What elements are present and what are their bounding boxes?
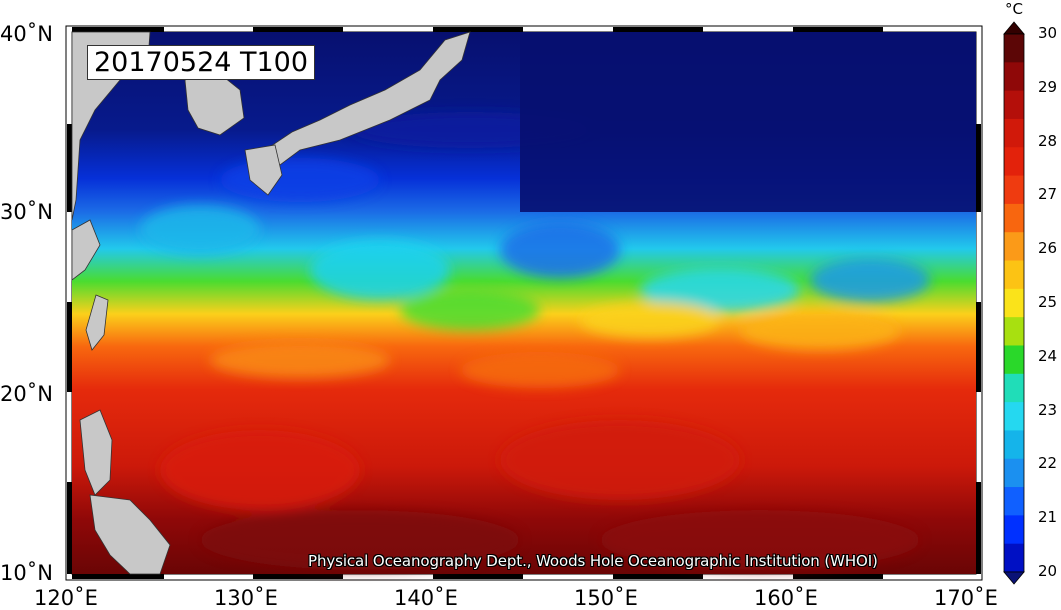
colorbar-step	[1004, 345, 1024, 375]
colorbar-step	[1004, 203, 1024, 233]
lon-label-120: 120˚E	[34, 586, 98, 610]
lat-label-10: 10˚N	[0, 561, 53, 585]
colorbar-label: 27	[1038, 185, 1058, 204]
colorbar-step	[1004, 288, 1024, 318]
colorbar-label: 20	[1038, 562, 1058, 580]
colorbar-label: 26	[1038, 239, 1058, 258]
colorbar-label: 28	[1038, 131, 1058, 150]
colorbar-step	[1004, 175, 1024, 205]
lon-label-140: 140˚E	[394, 586, 458, 610]
colorbar-step	[1004, 430, 1024, 460]
lon-label-160: 160˚E	[754, 586, 818, 610]
colorbar-label: 23	[1038, 400, 1058, 419]
colorbar-step	[1004, 147, 1024, 177]
colorbar-step	[1004, 317, 1024, 346]
colorbar-label: 30	[1038, 24, 1058, 42]
lat-label-40: 40˚N	[0, 22, 53, 46]
lon-label-170: 170˚E	[934, 586, 998, 610]
colorbar-label: 24	[1038, 346, 1058, 365]
colorbar-label: 25	[1038, 293, 1058, 311]
colorbar-step	[1004, 232, 1024, 262]
lat-label-30: 30˚N	[0, 200, 53, 224]
colorbar-unit: °C	[1005, 0, 1023, 18]
lon-label-150: 150˚E	[574, 586, 638, 610]
temperature-field	[72, 32, 976, 574]
colorbar-step	[1004, 62, 1024, 92]
colorbar-step	[1004, 458, 1024, 488]
colorbar	[1003, 21, 1025, 585]
colorbar-label: 22	[1038, 454, 1058, 473]
colorbar-step	[1004, 515, 1024, 545]
colorbar-step	[1004, 373, 1024, 403]
colorbar-step	[1004, 543, 1024, 573]
lat-label-20: 20˚N	[0, 382, 53, 406]
colorbar-step	[1004, 118, 1024, 148]
colorbar-label: 21	[1038, 508, 1058, 527]
colorbar-min-triangle	[1003, 571, 1025, 585]
colorbar-label: 29	[1038, 77, 1058, 96]
credit-text: Physical Oceanography Dept., Woods Hole …	[308, 552, 878, 570]
colorbar-step	[1004, 487, 1024, 516]
colorbar-step	[1004, 34, 1024, 63]
lon-label-130: 130˚E	[214, 586, 278, 610]
colorbar-max-triangle	[1003, 21, 1025, 35]
colorbar-step	[1004, 260, 1024, 290]
map-title: 20170524 T100	[87, 45, 316, 80]
colorbar-step	[1004, 90, 1024, 120]
colorbar-step	[1004, 402, 1024, 431]
